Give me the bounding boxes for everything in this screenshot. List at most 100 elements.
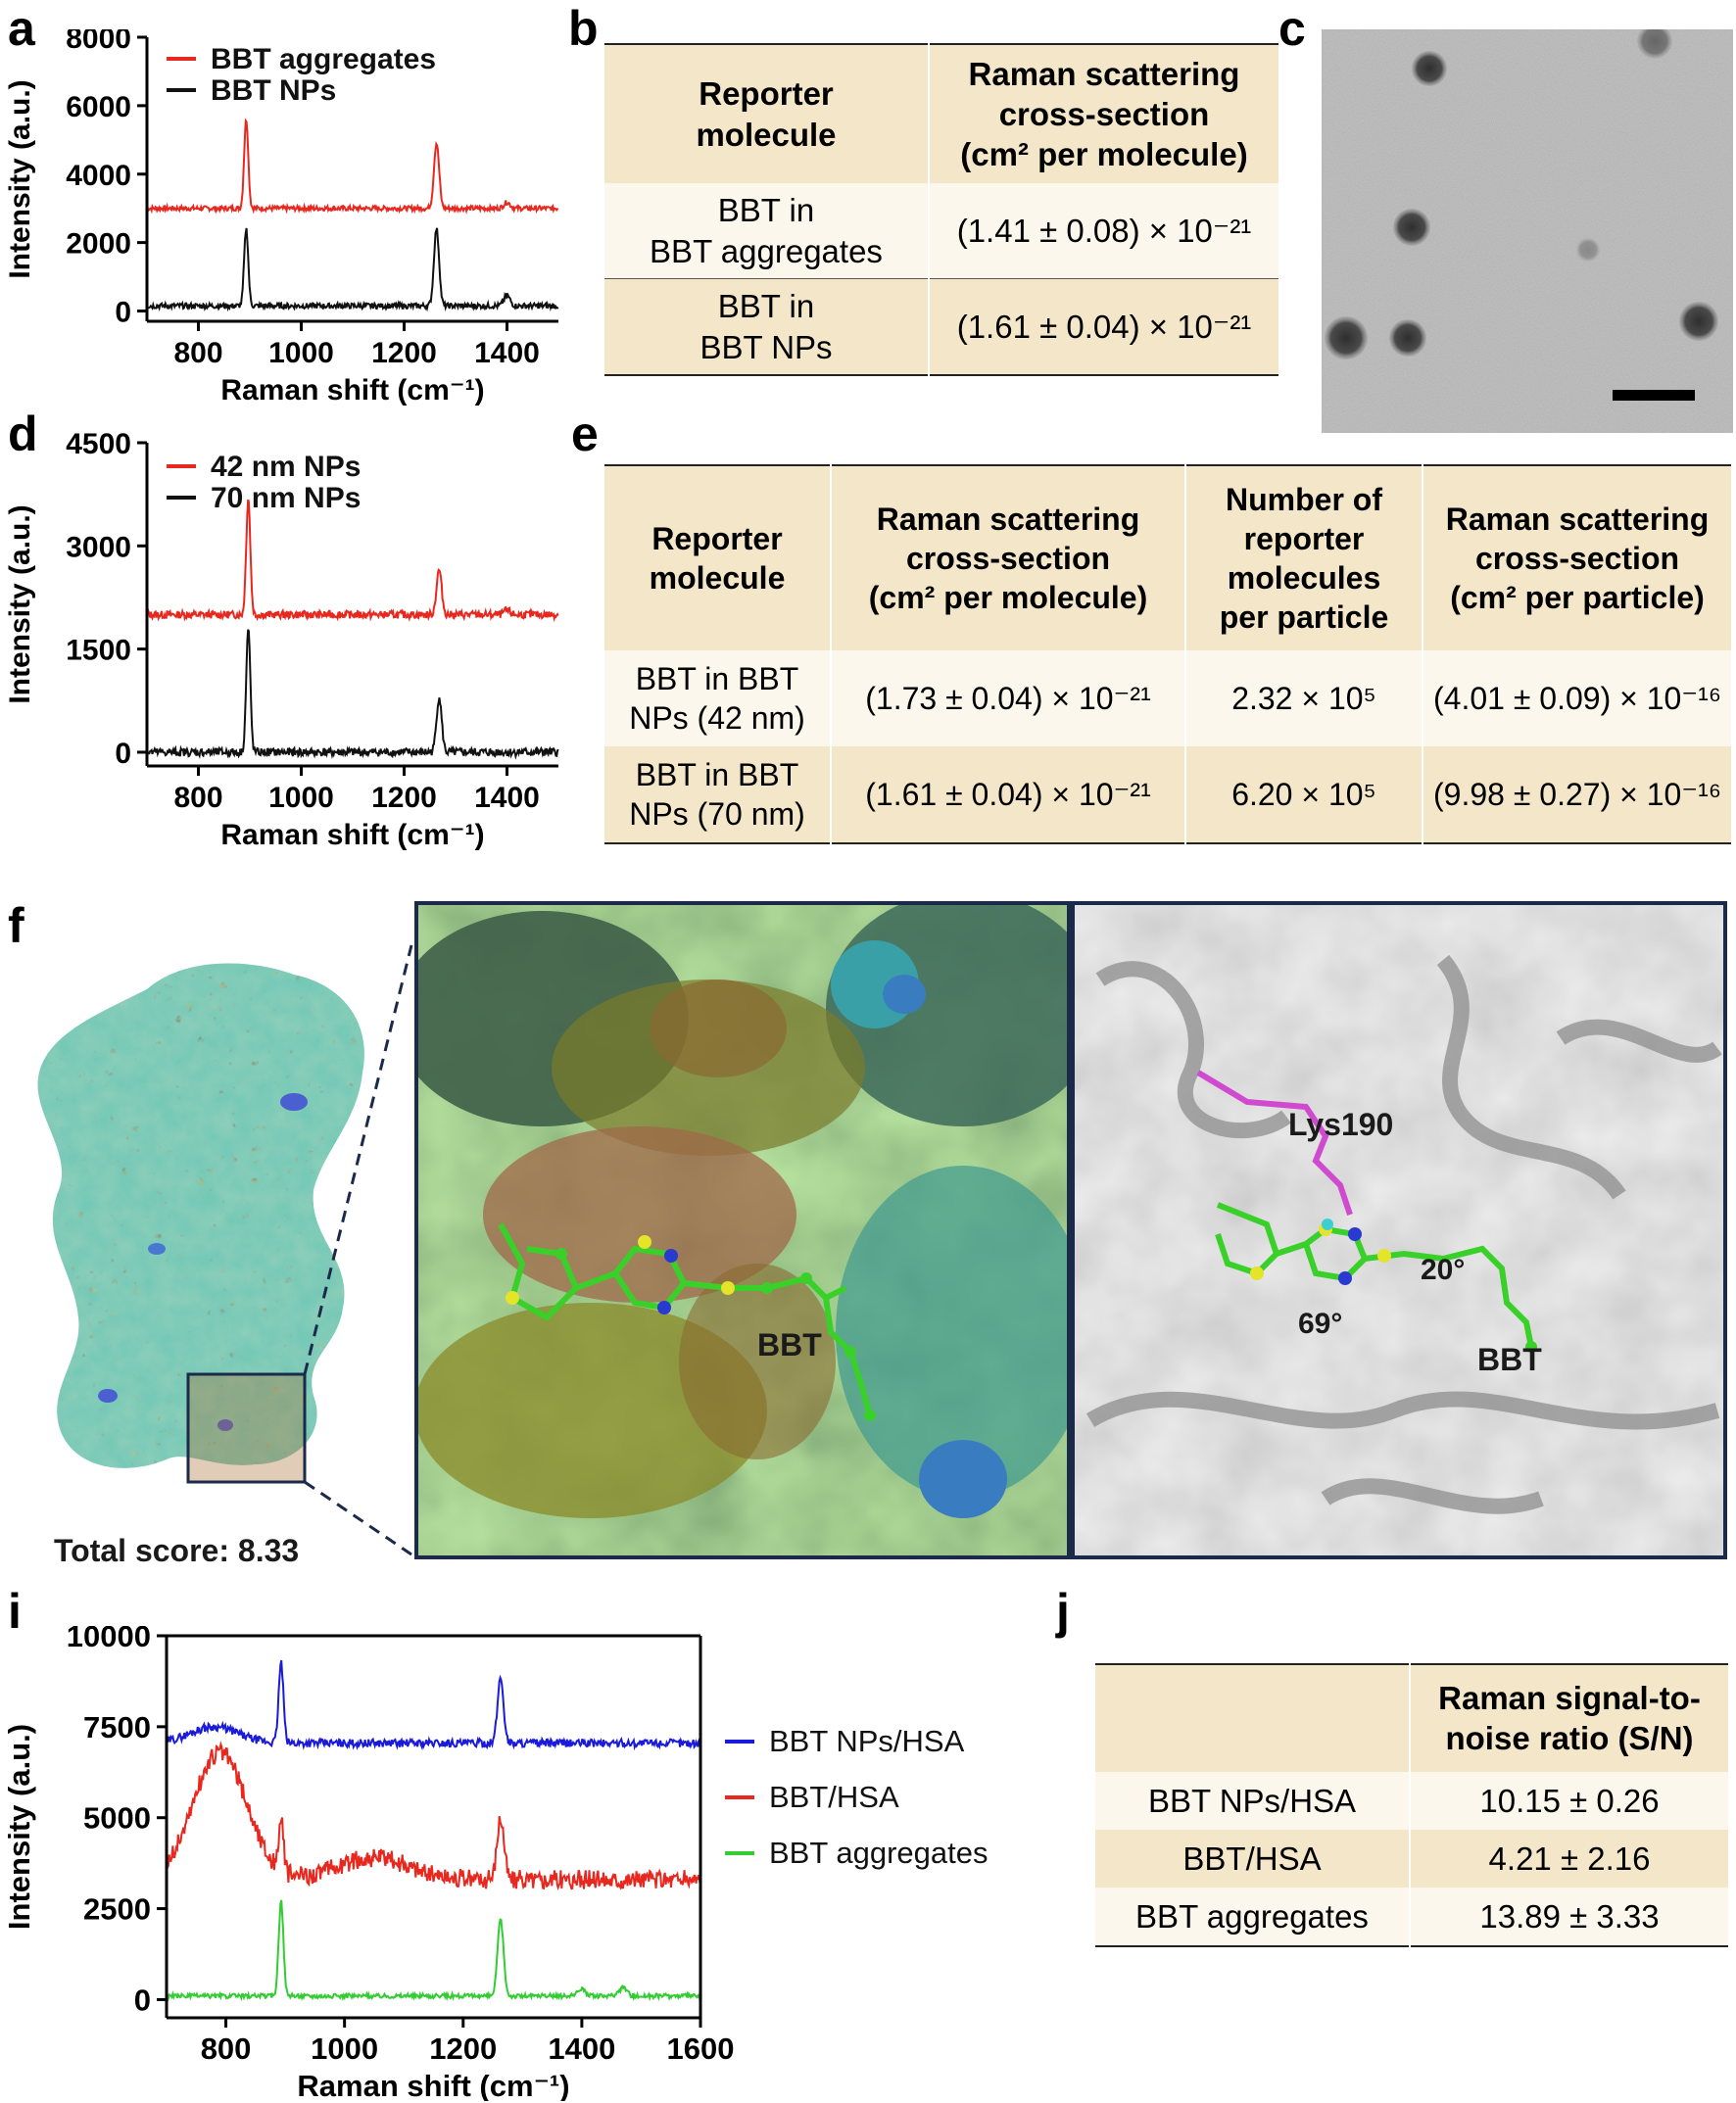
table-e-header-1: Raman scattering cross-section (cm² per … <box>830 465 1185 650</box>
table-e-cell-0-1: (1.73 ± 0.04) × 10⁻²¹ <box>830 649 1185 746</box>
lys190-residue <box>1196 1070 1353 1216</box>
y-tick-label: 5000 <box>83 1801 151 1836</box>
panel-letter-a: a <box>8 1 35 56</box>
table-j-cell-0-0: BBT NPs/HSA <box>1147 1782 1357 1819</box>
table-b-cell-0-0: BBT in BBT aggregates <box>650 192 883 269</box>
x-tick-label: 1400 <box>474 337 540 369</box>
x-tick-label: 1000 <box>268 337 334 369</box>
panel-letter-j: j <box>1056 1584 1070 1639</box>
x-tick-label: 1200 <box>429 2031 497 2066</box>
x-tick-label: 1200 <box>371 782 437 814</box>
table-b-cell-0-1: (1.41 ± 0.08) × 10⁻²¹ <box>928 183 1278 279</box>
legend-label: BBT aggregates <box>211 43 436 75</box>
table-j-cell-1-1: 4.21 ± 2.16 <box>1409 1829 1728 1888</box>
bbt-molecule-model <box>1215 1202 1534 1348</box>
y-tick-label: 10000 <box>67 1626 151 1653</box>
x-tick-label: 800 <box>201 2031 252 2066</box>
y-tick-label: 6000 <box>66 91 131 123</box>
y-tick-label: 0 <box>115 297 131 329</box>
scale-bar <box>1613 390 1695 401</box>
residue-label: Lys190 <box>1288 1107 1394 1142</box>
y-tick-label: 2000 <box>66 228 131 261</box>
legend-label: 42 nm NPs <box>211 451 361 483</box>
y-tick-label: 0 <box>115 738 131 770</box>
ribbon-strands <box>1085 954 1722 1514</box>
tem-particle <box>1412 51 1447 86</box>
panel-letter-e: e <box>571 406 599 461</box>
x-tick-label: 1400 <box>548 2031 615 2066</box>
legend-label: 70 nm NPs <box>211 482 361 514</box>
table-j-cell-0-1: 10.15 ± 0.26 <box>1409 1771 1728 1830</box>
table-e-cell-0-0: BBT in BBT NPs (42 nm) <box>629 660 805 736</box>
table-e-cell-0-2: 2.32 × 10⁵ <box>1184 649 1423 746</box>
legend-label: BBT/HSA <box>769 1780 899 1814</box>
tem-particle <box>1393 209 1430 246</box>
table-j-cell-2-1: 13.89 ± 3.33 <box>1409 1887 1728 1946</box>
table-j-cell-1-0: BBT/HSA <box>1182 1840 1322 1877</box>
panel-letter-d: d <box>8 406 38 461</box>
y-tick-label: 8000 <box>66 29 131 55</box>
table-e-cell-0-3: (4.01 ± 0.09) × 10⁻¹⁶ <box>1422 649 1731 746</box>
y-tick-label: 7500 <box>83 1710 151 1745</box>
x-tick-label: 1000 <box>311 2031 378 2066</box>
legend-label: BBT NPs/HSA <box>769 1724 965 1758</box>
bbt-label-g: BBT <box>757 1327 822 1362</box>
angle-label-69: 69° <box>1298 1308 1343 1340</box>
y-tick-label: 1500 <box>66 635 131 667</box>
panel-letter-i: i <box>8 1584 22 1639</box>
table-b-header-0: Reporter molecule <box>696 75 837 153</box>
protein-surface-f <box>37 944 413 1556</box>
panel-letter-b: b <box>568 1 599 56</box>
table-e-cell-1-3: (9.98 ± 0.27) × 10⁻¹⁶ <box>1422 745 1731 843</box>
y-tick-label: 2500 <box>83 1892 151 1927</box>
table-e-header-0: Reporter molecule <box>649 520 786 596</box>
y-axis-title: Intensity (a.u.) <box>4 79 36 278</box>
table-j: Raman signal-to- noise ratio (S/N) BBT N… <box>1095 1663 1728 1947</box>
table-j-header-0 <box>1095 1664 1410 1772</box>
x-tick-label: 800 <box>173 337 222 369</box>
x-tick-label: 1000 <box>268 782 334 814</box>
y-tick-label: 3000 <box>66 531 131 563</box>
tem-particle <box>1679 302 1718 341</box>
x-tick-label: 1200 <box>371 337 437 369</box>
table-b-cell-1-0: BBT in BBT NPs <box>699 288 833 365</box>
atom-markers <box>1250 1219 1537 1353</box>
table-b-cell-1-1: (1.61 ± 0.04) × 10⁻²¹ <box>928 278 1278 375</box>
x-tick-label: 1400 <box>474 782 540 814</box>
x-tick-label: 800 <box>173 782 222 814</box>
table-b-header-1: Raman scattering cross-section (cm² per … <box>928 44 1278 184</box>
series-line <box>146 499 559 623</box>
chart-i: BBT NPs/HSA BBT/HSA BBT aggregates 800 1000 1… <box>2 1626 988 2101</box>
tem-particle <box>1325 316 1368 359</box>
y-tick-label: 0 <box>134 1983 151 2017</box>
x-axis-title: Raman shift (cm⁻¹) <box>297 2069 569 2101</box>
series-line <box>146 629 559 760</box>
legend-label: BBT NPs <box>211 74 336 107</box>
x-axis-title: Raman shift (cm⁻¹) <box>220 819 484 851</box>
y-tick-label: 4500 <box>66 431 131 460</box>
tem-particle <box>1576 238 1600 262</box>
tem-micrograph <box>1322 29 1733 433</box>
panel-letter-c: c <box>1278 1 1306 56</box>
table-e-header-3: Raman scattering cross-section (cm² per … <box>1422 465 1731 650</box>
binding-site-box <box>186 1372 307 1484</box>
table-e-cell-1-2: 6.20 × 10⁵ <box>1184 745 1423 843</box>
table-e-header-2: Number of reporter molecules per particl… <box>1184 465 1423 650</box>
bbt-label-h: BBT <box>1477 1342 1542 1377</box>
total-score-caption: Total score: 8.33 <box>54 1533 300 1568</box>
table-b: Reporter molecule Raman scattering cross… <box>604 43 1278 376</box>
series-line <box>166 1741 701 1891</box>
table-e: Reporter molecule Raman scattering cross… <box>604 464 1731 844</box>
table-e-cell-1-0: BBT in BBT NPs (70 nm) <box>629 756 805 832</box>
binding-pocket-g <box>414 901 1071 1559</box>
y-axis-title: Intensity (a.u.) <box>2 1724 36 1930</box>
table-j-cell-2-0: BBT aggregates <box>1135 1897 1369 1935</box>
y-tick-label: 4000 <box>66 160 131 192</box>
series-line <box>166 1899 701 2002</box>
tem-particle <box>1637 29 1672 59</box>
y-axis-title: Intensity (a.u.) <box>4 504 36 703</box>
x-axis-title: Raman shift (cm⁻¹) <box>220 374 484 406</box>
tem-particle <box>1389 319 1426 357</box>
